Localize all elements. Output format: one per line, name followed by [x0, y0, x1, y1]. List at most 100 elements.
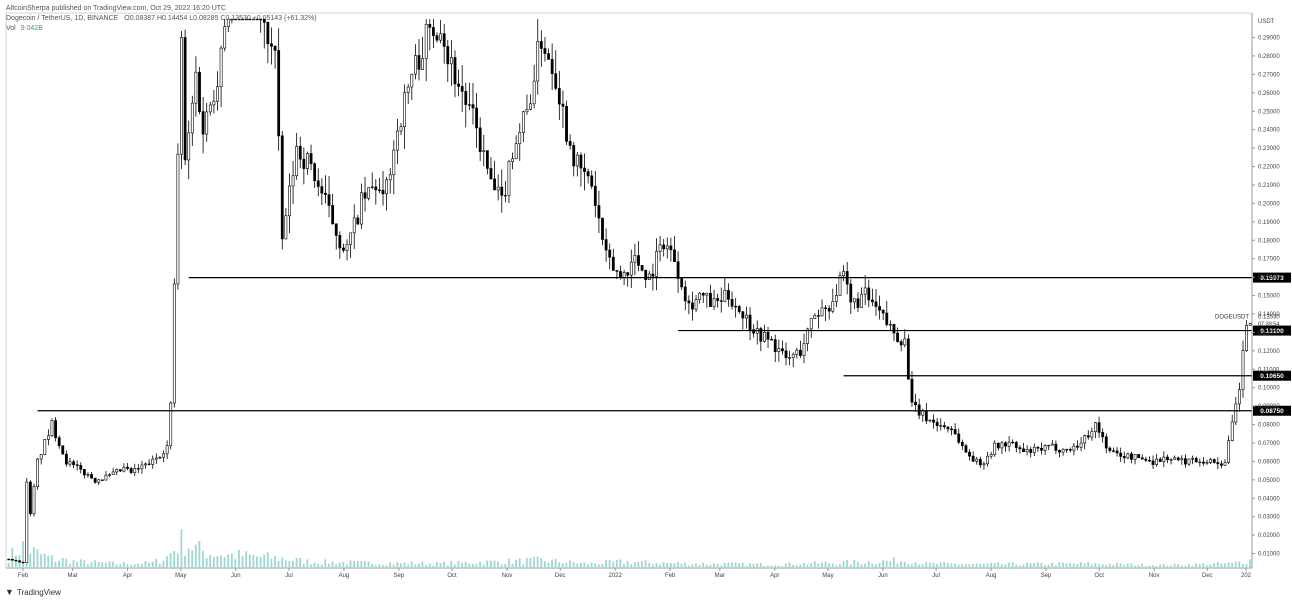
volume-bar — [1238, 561, 1241, 567]
candle-body — [1011, 441, 1015, 444]
candle — [601, 217, 604, 246]
candle — [385, 176, 389, 211]
candle-body — [619, 271, 622, 278]
volume-bar — [90, 562, 93, 567]
candle — [1072, 442, 1076, 456]
candle — [1004, 441, 1007, 452]
candle-body — [791, 353, 795, 358]
tradingview-footer[interactable]: ▼ TradingView — [5, 587, 61, 597]
candle-body — [1076, 445, 1079, 448]
candle — [295, 133, 299, 180]
candle — [172, 278, 176, 408]
volume-bar — [14, 555, 17, 567]
candle-body — [1144, 458, 1148, 461]
candle — [878, 295, 881, 320]
volume-bar — [61, 558, 64, 567]
candle — [590, 170, 594, 190]
candle — [1209, 457, 1213, 465]
volume-bar — [669, 562, 672, 567]
candle — [165, 440, 169, 459]
volume-bar — [1101, 564, 1104, 567]
volume-bar — [65, 558, 68, 567]
volume-bar — [677, 562, 679, 567]
volume-bar — [486, 560, 489, 567]
volume-bar — [346, 564, 348, 567]
volume-bar — [1180, 565, 1183, 567]
volume-bar — [1202, 563, 1205, 567]
volume-bar — [860, 564, 863, 567]
volume-bar — [155, 558, 158, 567]
candle — [306, 151, 309, 175]
candle-body — [7, 558, 11, 561]
volume-bar — [936, 564, 938, 567]
candle-body — [529, 103, 532, 110]
candle-body — [1234, 403, 1238, 423]
candle-body — [291, 175, 295, 187]
volume-bar — [615, 559, 618, 567]
candle — [1079, 437, 1083, 452]
volume-bar — [450, 561, 453, 567]
candle — [712, 289, 716, 310]
volume-bar — [497, 561, 499, 567]
volume-bar — [928, 562, 931, 567]
candle-body — [601, 217, 604, 240]
candle — [755, 320, 759, 345]
volume-bar — [166, 556, 168, 567]
volume-bar — [169, 552, 172, 567]
candle-body — [424, 23, 428, 59]
candle — [457, 69, 460, 97]
candle-body — [888, 324, 892, 326]
volume-bar — [572, 562, 575, 567]
volume-bar — [112, 561, 114, 567]
candle-body — [575, 154, 579, 167]
volume-bar — [1188, 564, 1190, 567]
y-tick-label: 0.11000 — [1258, 367, 1280, 373]
candle — [1166, 454, 1169, 464]
candle — [1101, 428, 1105, 443]
volume-bar — [662, 562, 665, 567]
candle — [723, 277, 727, 303]
volume-bar — [162, 560, 165, 567]
candle — [331, 193, 335, 225]
volume-bar — [1087, 562, 1090, 567]
candle — [262, 18, 266, 49]
candle — [219, 45, 223, 107]
candle-body — [248, 18, 252, 21]
candle-body — [975, 458, 979, 462]
candle-body — [406, 86, 410, 93]
volume-bar — [1249, 559, 1252, 567]
candle — [1202, 457, 1205, 466]
candle — [1248, 322, 1252, 326]
candle-body — [324, 192, 327, 195]
candle-body — [824, 307, 828, 309]
candle-body — [1173, 457, 1177, 460]
x-tick-label: Apr — [770, 573, 779, 579]
volume-bar — [1137, 565, 1140, 567]
candle — [957, 428, 961, 445]
volume-bar — [382, 565, 384, 567]
candle — [1032, 443, 1036, 457]
candle-body — [316, 180, 320, 187]
candle-body — [378, 189, 381, 192]
candle — [370, 172, 374, 190]
candle — [1198, 458, 1202, 467]
candle — [25, 477, 29, 563]
candle — [1076, 440, 1079, 451]
volume-bar — [792, 564, 795, 567]
candle-body — [252, 18, 255, 21]
candle-body — [453, 57, 457, 85]
candle — [133, 463, 137, 477]
candle — [324, 175, 327, 204]
candle — [464, 82, 468, 128]
candle — [658, 235, 662, 262]
volume-bar — [1209, 564, 1212, 567]
candle-body — [342, 247, 345, 251]
volume-bar — [1170, 565, 1172, 567]
volume-bar — [248, 554, 251, 567]
volume-bar — [1054, 565, 1057, 567]
candle-body — [327, 194, 331, 206]
candle — [151, 455, 155, 469]
volume-bar — [335, 564, 338, 567]
candle — [917, 398, 921, 420]
